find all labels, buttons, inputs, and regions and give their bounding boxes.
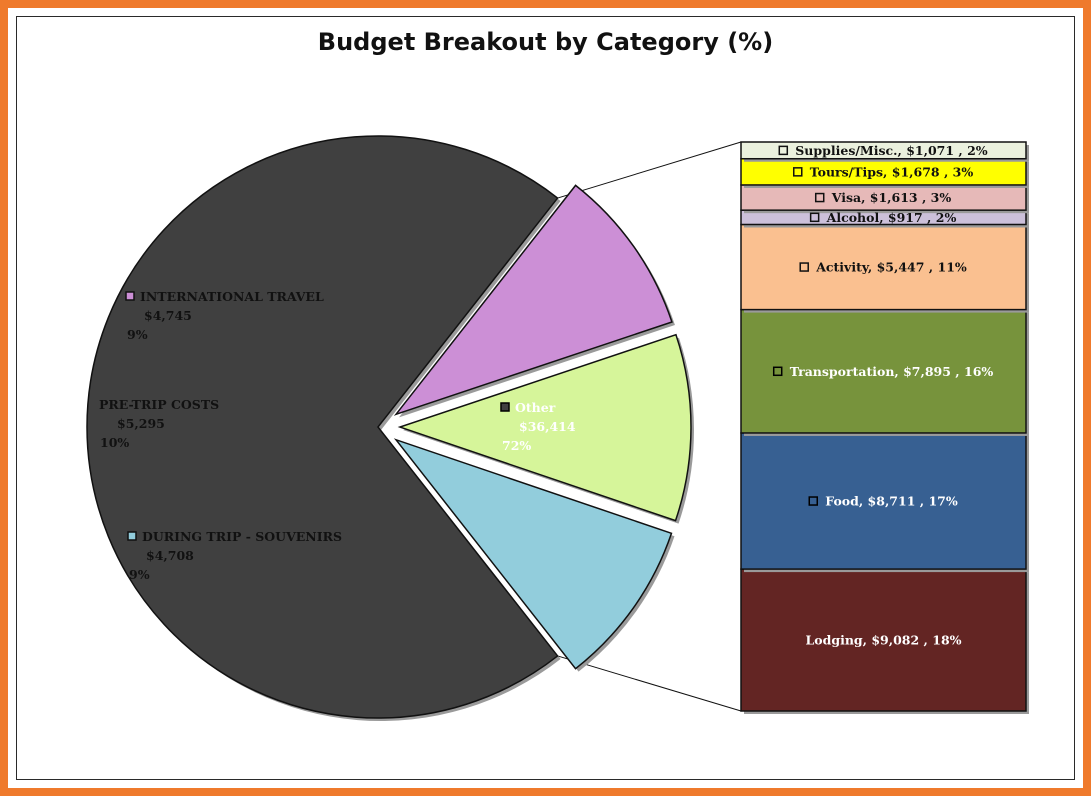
bar-label-text: Alcohol, $917 , 2%	[826, 210, 957, 225]
legend-key-icon	[772, 366, 783, 377]
bar-segment-transportation	[740, 308, 1027, 434]
pie-slice-other	[86, 135, 559, 719]
bar-label-lodging: Lodging, $9,082 , 18%	[805, 633, 961, 648]
bar-segment-tours-tips	[740, 157, 1027, 186]
pie-label-value: $5,295	[117, 416, 165, 431]
bar-label-transportation: Transportation, $7,895 , 16%	[772, 364, 994, 379]
pie-label-international-travel: INTERNATIONAL TRAVEL $4,745 9%	[125, 289, 324, 342]
bar-segment-lodging	[740, 568, 1027, 712]
bar-label-text: Visa, $1,613 , 3%	[831, 190, 952, 205]
pie-label-value: $4,745	[144, 308, 192, 323]
legend-key-icon	[778, 145, 789, 156]
bar-label-activity: Activity, $5,447 , 11%	[799, 260, 967, 275]
connector-line-top	[557, 141, 742, 199]
bar-label-text: Tours/Tips, $1,678 , 3%	[810, 164, 974, 179]
bar-label-text: Supplies/Misc., $1,071 , 2%	[795, 143, 988, 158]
bar-label-text: Food, $8,711 , 17%	[825, 494, 958, 509]
legend-key-icon	[793, 167, 803, 177]
bar-segment-supplies-misc	[740, 141, 1027, 160]
pie-label-value: $36,414	[519, 419, 576, 434]
bar-segment-food	[740, 432, 1027, 570]
pie-label-pre-trip-costs: PRE-TRIP COSTS $5,295 10%	[99, 397, 219, 450]
pie-slice-pre-trip-costs	[397, 333, 692, 522]
legend-key-icon	[127, 531, 137, 541]
legend-key-icon	[808, 496, 819, 506]
pie-label-name: Other	[515, 400, 556, 415]
pie-label-percent: 9%	[127, 327, 148, 342]
bar-label-supplies-misc: Supplies/Misc., $1,071 , 2%	[778, 143, 988, 158]
pie-label-during-trip-souvenirs: DURING TRIP - SOUVENIRS $4,708 9%	[127, 529, 342, 582]
bar-label-visa: Visa, $1,613 , 3%	[814, 190, 952, 205]
bar-label-text: Transportation, $7,895 , 16%	[790, 364, 994, 379]
bar-segment-activity	[740, 223, 1027, 311]
chart-title: Budget Breakout by Category (%)	[317, 28, 774, 56]
pie-label-percent: 9%	[129, 567, 150, 582]
pie-label-name: INTERNATIONAL TRAVEL	[140, 289, 324, 304]
bar-label-tours-tips: Tours/Tips, $1,678 , 3%	[793, 164, 974, 179]
bar-label-text: Lodging, $9,082 , 18%	[805, 633, 961, 648]
connector-line-bottom	[557, 655, 742, 712]
pie-label-other: Other $36,414 72%	[500, 400, 576, 453]
bar-label-alcohol: Alcohol, $917 , 2%	[809, 210, 957, 225]
legend-key-icon	[500, 402, 510, 412]
pie-label-name: PRE-TRIP COSTS	[99, 397, 219, 412]
pie-label-name: DURING TRIP - SOUVENIRS	[142, 529, 342, 544]
legend-key-icon	[814, 192, 825, 203]
pie-slice-international-travel	[393, 184, 673, 416]
legend-key-icon	[125, 291, 135, 301]
legend-key-icon	[799, 262, 809, 272]
pie-label-value: $4,708	[146, 548, 194, 563]
pie-label-percent: 10%	[100, 435, 129, 450]
pie-slice-during-trip-souvenirs	[393, 438, 673, 670]
bar-label-food: Food, $8,711 , 17%	[808, 494, 958, 509]
bar-label-text: Activity, $5,447 , 11%	[815, 260, 967, 275]
pie-label-percent: 72%	[502, 438, 531, 453]
legend-key-icon	[809, 212, 820, 223]
